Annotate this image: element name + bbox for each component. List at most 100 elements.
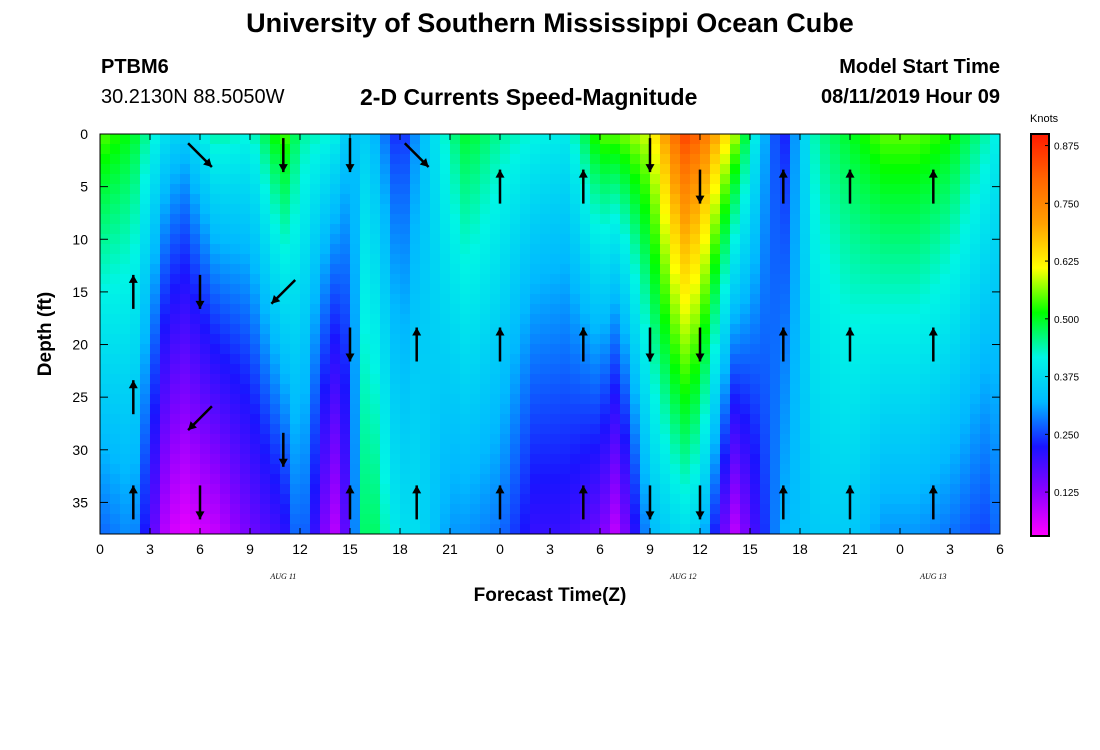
heatmap-cell (680, 414, 691, 425)
heatmap-cell (970, 254, 981, 265)
heatmap-cell (850, 414, 861, 425)
heatmap-cell (550, 434, 561, 445)
heatmap-cell (530, 184, 541, 195)
heatmap-cell (320, 434, 331, 445)
heatmap-cell (140, 414, 151, 425)
heatmap-cell (710, 134, 721, 145)
heatmap-cell (420, 284, 431, 295)
heatmap-cell (310, 314, 321, 325)
heatmap-cell (640, 394, 651, 405)
heatmap-cell (810, 524, 821, 534)
heatmap-cell (980, 414, 991, 425)
heatmap-cell (770, 404, 781, 415)
heatmap-cell (900, 394, 911, 405)
heatmap-cell (390, 524, 401, 534)
heatmap-cell (210, 144, 221, 155)
heatmap-cell (990, 284, 1000, 295)
current-vector (928, 485, 938, 520)
heatmap-cell (440, 314, 451, 325)
heatmap-cell (930, 384, 941, 395)
heatmap-cell (220, 454, 231, 465)
heatmap-cell (850, 194, 861, 205)
heatmap-cell (770, 384, 781, 395)
heatmap-cell (540, 404, 551, 415)
heatmap-cell (550, 484, 561, 495)
heatmap-cell (420, 234, 431, 245)
heatmap-cell (190, 314, 201, 325)
heatmap-cell (270, 234, 281, 245)
current-vector (778, 169, 788, 204)
heatmap-cell (340, 234, 351, 245)
heatmap-cell (560, 394, 571, 405)
heatmap-cell (260, 374, 271, 385)
heatmap-cell (160, 254, 171, 265)
heatmap-cell (440, 304, 451, 315)
heatmap-cell (720, 514, 731, 525)
heatmap-cell (930, 234, 941, 245)
heatmap-cell (570, 304, 581, 315)
heatmap-cell (740, 504, 751, 515)
heatmap-cell (350, 464, 361, 475)
heatmap-cell (350, 444, 361, 455)
heatmap-cell (400, 394, 411, 405)
heatmap-cell (440, 514, 451, 525)
heatmap-cell (370, 394, 381, 405)
heatmap-cell (410, 394, 421, 405)
heatmap-cell (830, 204, 841, 215)
heatmap-cell (530, 524, 541, 534)
heatmap-cell (370, 174, 381, 185)
heatmap-cell (610, 524, 621, 534)
heatmap-cell (490, 314, 501, 325)
heatmap-cell (220, 164, 231, 175)
heatmap-cell (670, 394, 681, 405)
heatmap-cell (610, 494, 621, 505)
heatmap-cell (590, 514, 601, 525)
heatmap-cell (760, 274, 771, 285)
heatmap-cell (120, 204, 131, 215)
heatmap-cell (690, 474, 701, 485)
heatmap-cell (120, 384, 131, 395)
heatmap-cell (260, 204, 271, 215)
heatmap-cell (670, 284, 681, 295)
heatmap-cell (970, 354, 981, 365)
heatmap-cell (620, 424, 631, 435)
heatmap-cell (480, 154, 491, 165)
heatmap-cell (920, 234, 931, 245)
heatmap-cell (870, 174, 881, 185)
heatmap-cell (660, 344, 671, 355)
heatmap-cell (520, 304, 531, 315)
heatmap-cell (120, 284, 131, 295)
heatmap-cell (840, 304, 851, 315)
heatmap-cell (900, 224, 911, 235)
heatmap-cell (960, 244, 971, 255)
heatmap-cell (860, 354, 871, 365)
heatmap-cell (770, 224, 781, 235)
heatmap-cell (460, 434, 471, 445)
heatmap-cell (480, 214, 491, 225)
heatmap-cell (840, 194, 851, 205)
heatmap-cell (140, 374, 151, 385)
heatmap-cell (270, 354, 281, 365)
heatmap-cell (220, 524, 231, 534)
heatmap-cell (650, 144, 661, 155)
heatmap-cell (690, 154, 701, 165)
heatmap-cell (180, 504, 191, 515)
heatmap-cell (810, 374, 821, 385)
heatmap-cell (170, 504, 181, 515)
heatmap-cell (200, 274, 211, 285)
heatmap-cell (690, 464, 701, 475)
heatmap-cell (610, 254, 621, 265)
heatmap-cell (310, 214, 321, 225)
heatmap-cell (230, 484, 241, 495)
heatmap-cell (450, 304, 461, 315)
heatmap-cell (740, 144, 751, 155)
heatmap-cell (460, 174, 471, 185)
heatmap-cell (820, 514, 831, 525)
heatmap-cell (310, 444, 321, 455)
heatmap-cell (260, 484, 271, 495)
heatmap-cell (920, 444, 931, 455)
heatmap-cell (140, 354, 151, 365)
heatmap-cell (720, 144, 731, 155)
heatmap-cell (520, 464, 531, 475)
heatmap-cell (160, 394, 171, 405)
